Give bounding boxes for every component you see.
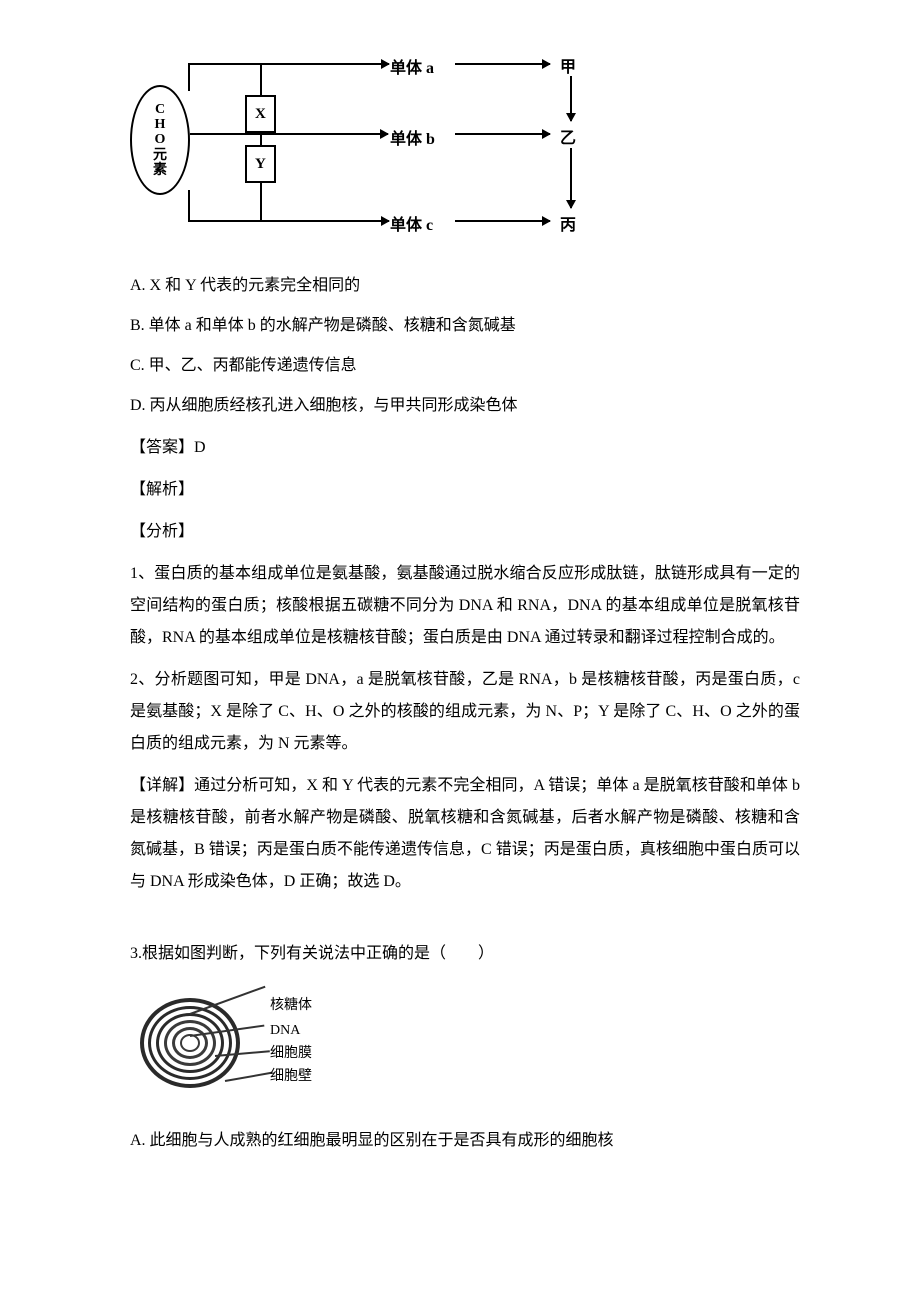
question-3-title: 3.根据如图判断，下列有关说法中正确的是（ ） xyxy=(130,938,800,970)
monomer-c: 单体 c xyxy=(390,210,433,242)
jiexi-label: 【解析】 xyxy=(130,474,800,506)
q3-option-a: A. 此细胞与人成熟的红细胞最明显的区别在于是否具有成形的细胞核 xyxy=(130,1125,800,1157)
answer-label: 【答案】D xyxy=(130,432,800,464)
monomer-a: 单体 a xyxy=(390,53,434,85)
monomer-b: 单体 b xyxy=(390,124,435,156)
label-hesu: 核糖体 xyxy=(270,992,312,1020)
label-jia: 甲 xyxy=(560,52,576,84)
option-d: D. 丙从细胞质经核孔进入细胞核，与甲共同形成染色体 xyxy=(130,390,800,422)
cho-element-oval: CHO元素 xyxy=(130,85,190,195)
label-yi: 乙 xyxy=(560,123,576,155)
analysis-p2: 2、分析题图可知，甲是 DNA，a 是脱氧核苷酸，乙是 RNA，b 是核糖核苷酸… xyxy=(130,664,800,760)
analysis-p1: 1、蛋白质的基本组成单位是氨基酸，氨基酸通过脱水缩合反应形成肽链，肽链形成具有一… xyxy=(130,558,800,654)
box-x: X xyxy=(245,95,276,133)
fenxi-label: 【分析】 xyxy=(130,516,800,548)
label-xibaobi: 细胞壁 xyxy=(270,1063,312,1091)
box-y: Y xyxy=(245,145,276,183)
label-bing: 丙 xyxy=(560,210,576,242)
option-c: C. 甲、乙、丙都能传递遗传信息 xyxy=(130,350,800,382)
option-b: B. 单体 a 和单体 b 的水解产物是磷酸、核糖和含氮碱基 xyxy=(130,310,800,342)
diagram-1: CHO元素 X Y 单体 a 单体 b 单体 c 甲 乙 丙 xyxy=(130,40,800,240)
diagram-2: 核糖体 DNA 细胞膜 细胞壁 xyxy=(130,980,400,1110)
option-a: A. X 和 Y 代表的元素完全相同的 xyxy=(130,270,800,302)
detail-text: 【详解】通过分析可知，X 和 Y 代表的元素不完全相同，A 错误；单体 a 是脱… xyxy=(130,770,800,898)
